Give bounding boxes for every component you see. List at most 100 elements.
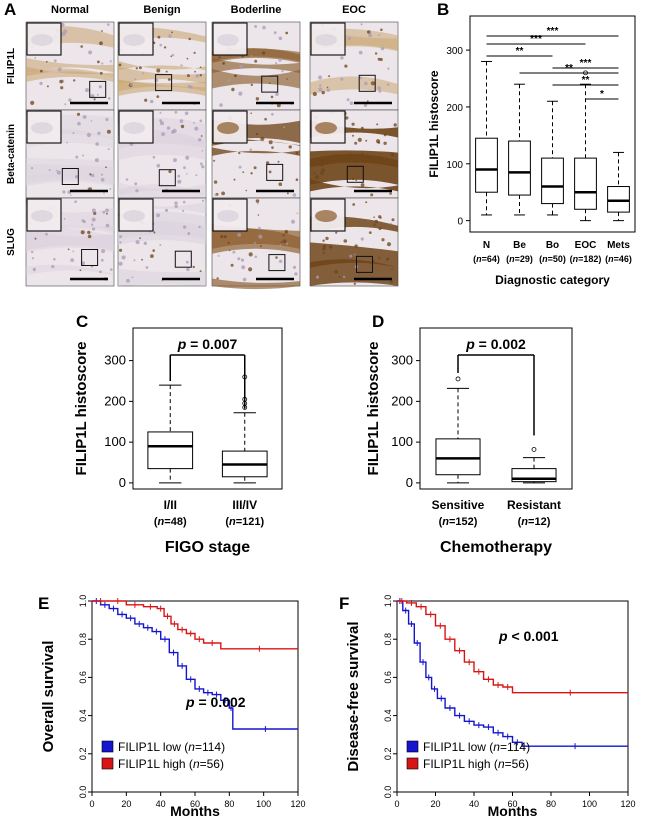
- nucleus: [390, 222, 392, 225]
- legend-swatch: [406, 757, 419, 770]
- nucleus: [230, 263, 234, 267]
- nucleus: [216, 277, 219, 280]
- panel-letter-b: B: [437, 0, 449, 19]
- y-tick-label: 0.0: [78, 786, 88, 799]
- nucleus: [379, 155, 382, 158]
- nucleus: [94, 158, 99, 163]
- nucleus: [134, 78, 137, 81]
- nucleus: [275, 92, 279, 96]
- nucleus: [377, 86, 382, 90]
- nucleus: [262, 25, 266, 30]
- nucleus: [393, 123, 397, 127]
- nucleus: [168, 169, 172, 174]
- nucleus: [280, 241, 283, 244]
- significance-label: **: [565, 63, 573, 74]
- row-label: FILIP1L: [6, 48, 17, 84]
- panel-letter-e: E: [38, 594, 49, 613]
- tissue-band: [118, 201, 206, 214]
- significance-label: ***: [530, 34, 542, 45]
- nucleus: [72, 250, 75, 253]
- nucleus: [322, 239, 325, 242]
- nucleus: [326, 88, 330, 92]
- nucleus: [360, 126, 364, 130]
- nucleus: [260, 136, 265, 141]
- nucleus: [253, 166, 257, 170]
- nucleus: [378, 215, 382, 219]
- nucleus: [239, 64, 244, 69]
- nucleus: [159, 43, 162, 47]
- tissue-band: [212, 278, 300, 290]
- nucleus: [57, 67, 62, 72]
- nucleus: [100, 258, 104, 262]
- nucleus: [97, 60, 100, 64]
- nucleus: [273, 31, 277, 35]
- nucleus: [227, 79, 230, 82]
- nucleus: [126, 278, 130, 283]
- nucleus: [228, 249, 231, 252]
- nucleus: [103, 192, 105, 194]
- nucleus: [82, 154, 85, 157]
- nucleus: [345, 116, 349, 120]
- pvalue-label: p = 0.002: [465, 336, 526, 352]
- inset-cell: [315, 210, 337, 222]
- nucleus: [368, 231, 372, 235]
- nucleus: [135, 240, 140, 245]
- nucleus: [387, 67, 390, 70]
- nucleus: [88, 50, 93, 55]
- nucleus: [172, 128, 177, 133]
- nucleus: [164, 208, 169, 212]
- zoom-square: [268, 254, 286, 272]
- nucleus: [159, 119, 163, 123]
- nucleus: [156, 68, 161, 73]
- nucleus: [80, 45, 83, 48]
- nucleus: [30, 100, 35, 105]
- nucleus: [163, 46, 167, 49]
- nucleus: [348, 37, 351, 40]
- y-tick-label: 0.4: [383, 709, 393, 722]
- nucleus: [118, 63, 122, 67]
- panel-e-survival: 0 20 40 60 80 100 120 0.0 0.2 0.4 0.6 0.8 1.0 Overall…: [40, 595, 306, 819]
- nucleus: [150, 254, 154, 258]
- zoom-square: [89, 80, 107, 98]
- nucleus: [86, 132, 91, 138]
- y-tick-label: 100: [446, 160, 463, 171]
- nucleus: [145, 266, 149, 269]
- nucleus: [154, 78, 159, 83]
- x-axis-label: FIGO stage: [165, 539, 250, 556]
- nucleus: [319, 84, 322, 87]
- nucleus: [242, 171, 245, 174]
- nucleus: [174, 110, 178, 114]
- nucleus: [81, 219, 85, 223]
- nucleus: [318, 75, 323, 80]
- nucleus: [125, 178, 129, 181]
- nucleus: [264, 117, 267, 121]
- nucleus: [360, 183, 365, 187]
- nucleus: [105, 117, 109, 122]
- zoom-square: [155, 74, 173, 92]
- nucleus: [182, 209, 185, 212]
- nucleus: [135, 67, 138, 70]
- category-n-label: (n=48): [154, 516, 187, 528]
- nucleus: [152, 155, 156, 159]
- nucleus: [199, 270, 202, 273]
- nucleus: [33, 269, 36, 272]
- panel-b-boxplot: 0 100 200 300 N (n=64) Be (n=29) Bo (n=50) EOC (n=1…: [427, 15, 636, 287]
- tissue-band: [26, 174, 114, 187]
- nucleus: [268, 140, 273, 145]
- tissue-band: [26, 66, 114, 77]
- nucleus: [253, 241, 256, 244]
- y-axis-label: FILIP1L histoscore: [73, 342, 90, 476]
- plot-frame: [469, 15, 636, 233]
- nucleus: [283, 126, 286, 129]
- inset-cell: [315, 34, 337, 46]
- category-n-label: (n=50): [539, 254, 566, 264]
- nucleus: [188, 37, 191, 41]
- category-n-label: (n=64): [473, 254, 500, 264]
- y-axis-label: FILIP1L histoscore: [427, 70, 441, 177]
- nucleus: [56, 170, 61, 175]
- pvalue-label: p = 0.007: [177, 336, 238, 352]
- nucleus: [91, 173, 95, 178]
- y-tick-label: 0.6: [383, 671, 393, 684]
- nucleus: [373, 223, 376, 226]
- nucleus: [217, 254, 220, 257]
